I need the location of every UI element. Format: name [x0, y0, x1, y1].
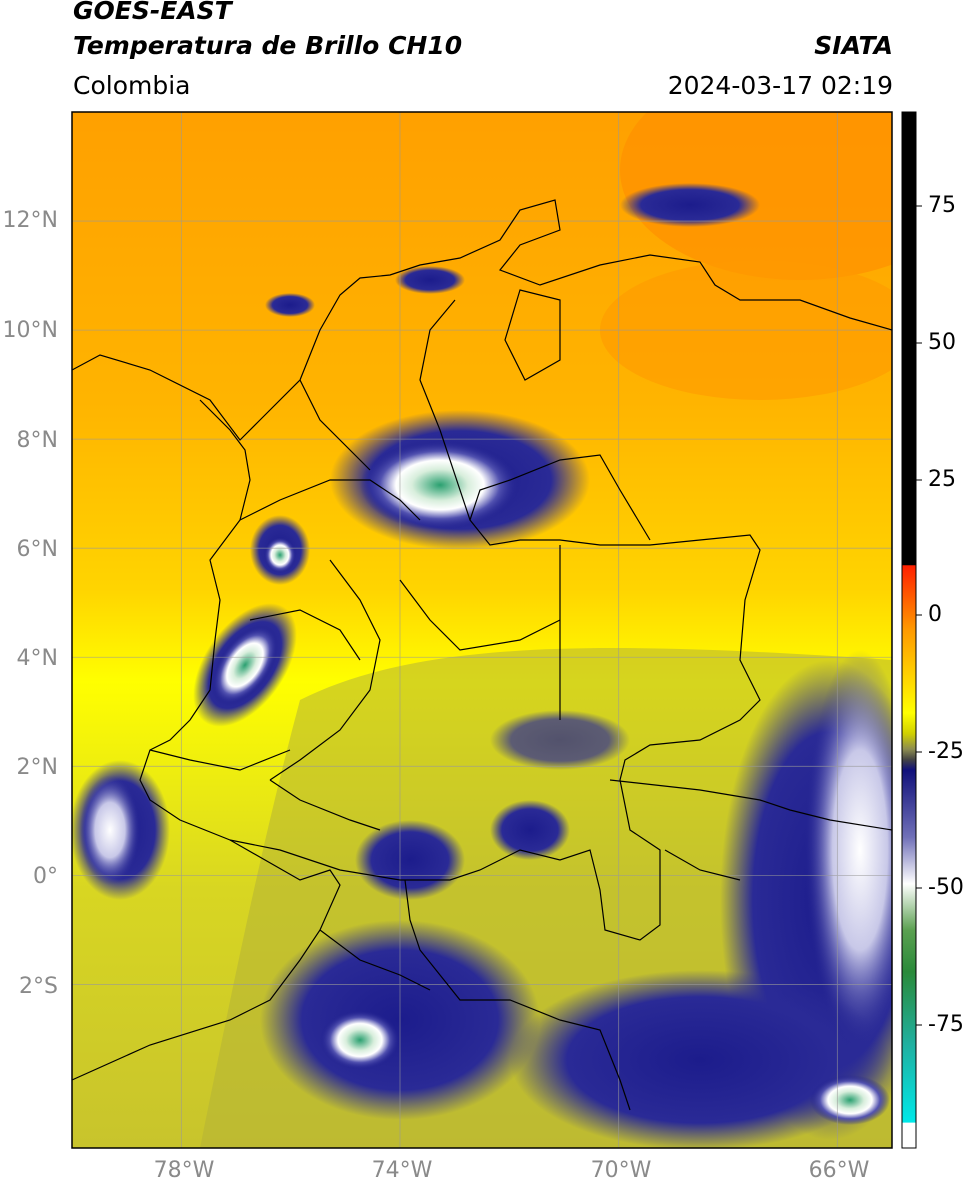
colorbar-tick-label: 75: [928, 193, 956, 218]
datetime-label: 2024-03-17 02:19: [667, 71, 893, 100]
lat-tick-label: 2°N: [16, 755, 58, 780]
lat-tick-label: 8°N: [16, 428, 58, 453]
lat-tick-label: 12°N: [2, 208, 58, 233]
lat-tick-label: 4°N: [16, 646, 58, 671]
lon-tick-label: 78°W: [153, 1158, 215, 1183]
region-label: Colombia: [73, 71, 191, 100]
colorbar-tick-label: -75: [928, 1012, 964, 1037]
lon-tick-label: 66°W: [808, 1158, 870, 1183]
satellite-title: GOES-EAST: [73, 0, 232, 25]
source-label: SIATA: [814, 31, 893, 60]
product-title: Temperatura de Brillo CH10: [73, 31, 463, 60]
lat-tick-label: 0°: [33, 864, 58, 889]
colorbar-tick-label: 50: [928, 330, 956, 355]
colorbar-tick-label: 0: [928, 602, 942, 627]
lat-tick-label: 10°N: [2, 318, 58, 343]
lat-tick-label: 2°S: [19, 974, 58, 999]
lon-tick-label: 70°W: [590, 1158, 652, 1183]
colorbar: [901, 111, 917, 1149]
colorbar-tick-label: 25: [928, 467, 956, 492]
lon-tick-label: 74°W: [371, 1158, 433, 1183]
lat-tick-label: 6°N: [16, 537, 58, 562]
colorbar-tick-label: -50: [928, 875, 964, 900]
colorbar-tick-label: -25: [928, 739, 964, 764]
